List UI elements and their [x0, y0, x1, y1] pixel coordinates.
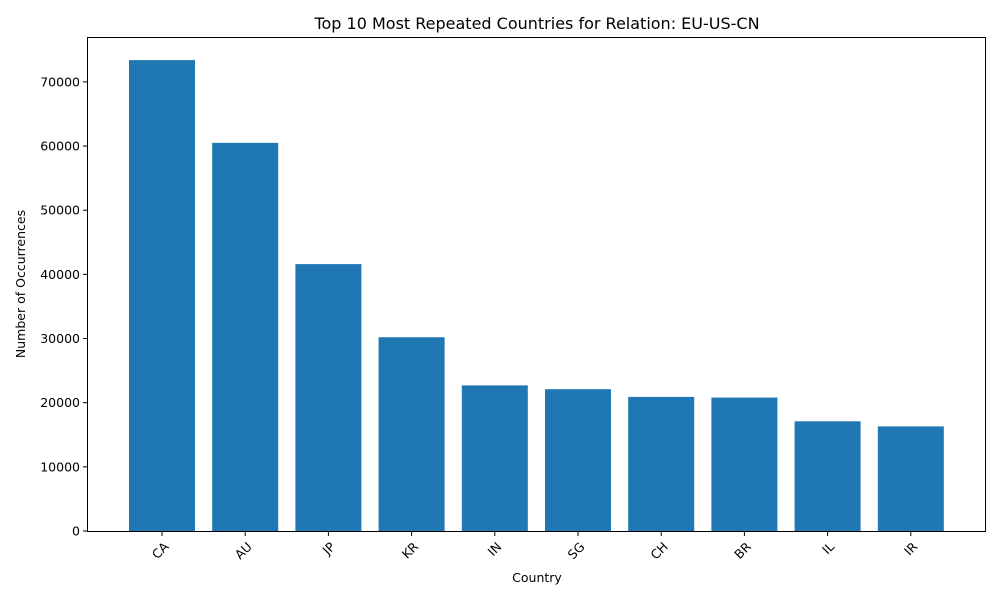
- y-tick-label: 30000: [40, 331, 80, 346]
- x-tick-label-au: AU: [232, 539, 255, 562]
- x-tick-label-ca: CA: [149, 539, 172, 562]
- x-tick-label-ch: CH: [647, 539, 670, 562]
- y-axis: 0 10000 20000 30000 40000 50000 60000 70000: [40, 74, 88, 539]
- x-tick-label-kr: KR: [399, 539, 422, 562]
- x-tick-label-jp: JP: [319, 539, 339, 559]
- bar-ca: [129, 60, 195, 532]
- bar-in: [461, 385, 528, 531]
- bar-ch: [628, 396, 695, 531]
- bar-br: [711, 397, 778, 531]
- y-tick-label: 20000: [40, 395, 80, 410]
- y-axis-label: Number of Occurrences: [13, 210, 28, 358]
- x-tick-label-sg: SG: [565, 539, 588, 562]
- chart-title: Top 10 Most Repeated Countries for Relat…: [313, 14, 759, 33]
- y-tick-label: 10000: [40, 459, 80, 474]
- x-tick-label-br: BR: [731, 539, 754, 562]
- plot-frame: [87, 37, 986, 532]
- bar-sg: [545, 389, 611, 531]
- bar-jp: [295, 264, 362, 531]
- y-tick-label: 60000: [40, 139, 80, 154]
- y-tick-label: 40000: [40, 267, 80, 282]
- bar-kr: [378, 337, 445, 531]
- y-tick-label: 50000: [40, 203, 80, 218]
- x-axis-label: Country: [512, 570, 562, 585]
- x-tick-label-in: IN: [485, 539, 505, 559]
- bar-au: [212, 142, 279, 531]
- x-axis: CA AU JP KR IN SG CH BR IL IR: [149, 531, 921, 562]
- x-tick-label-ir: IR: [901, 539, 921, 559]
- x-tick-label-il: IL: [819, 539, 837, 557]
- bar-il: [794, 421, 861, 531]
- bar-ir: [877, 426, 944, 531]
- y-tick-label: 0: [72, 524, 80, 539]
- y-tick-label: 70000: [40, 74, 80, 89]
- bars-group: [129, 60, 944, 532]
